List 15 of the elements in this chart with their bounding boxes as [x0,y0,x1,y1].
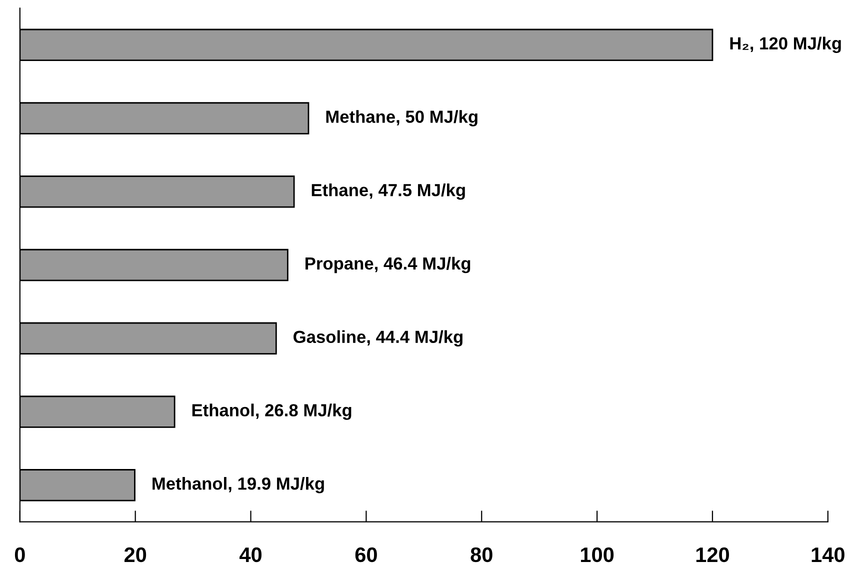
data-label: Methane, 50 MJ/kg [326,110,478,126]
x-tick-label: 120 [696,547,729,562]
data-label: Methanol, 19.9 MJ/kg [152,477,324,494]
x-tick-label: 80 [470,547,492,562]
data-label: Gasoline, 44.4 MJ/kg [294,330,462,347]
data-label: Ethanol, 26.8 MJ/kg [192,404,352,420]
x-tick-label: 140 [812,547,844,562]
x-tick-label: 60 [355,547,377,562]
data-label: Propane, 46.4 MJ/kg [306,256,470,274]
x-tick-label: 100 [580,547,614,562]
data-label: H₂, 120 MJ/kg [730,36,841,54]
data-label: Ethane, 47.5 MJ/kg [312,184,465,200]
x-tick-label: 0 [14,547,25,562]
x-tick-label: 20 [124,547,146,562]
x-tick-label: 40 [240,547,262,562]
